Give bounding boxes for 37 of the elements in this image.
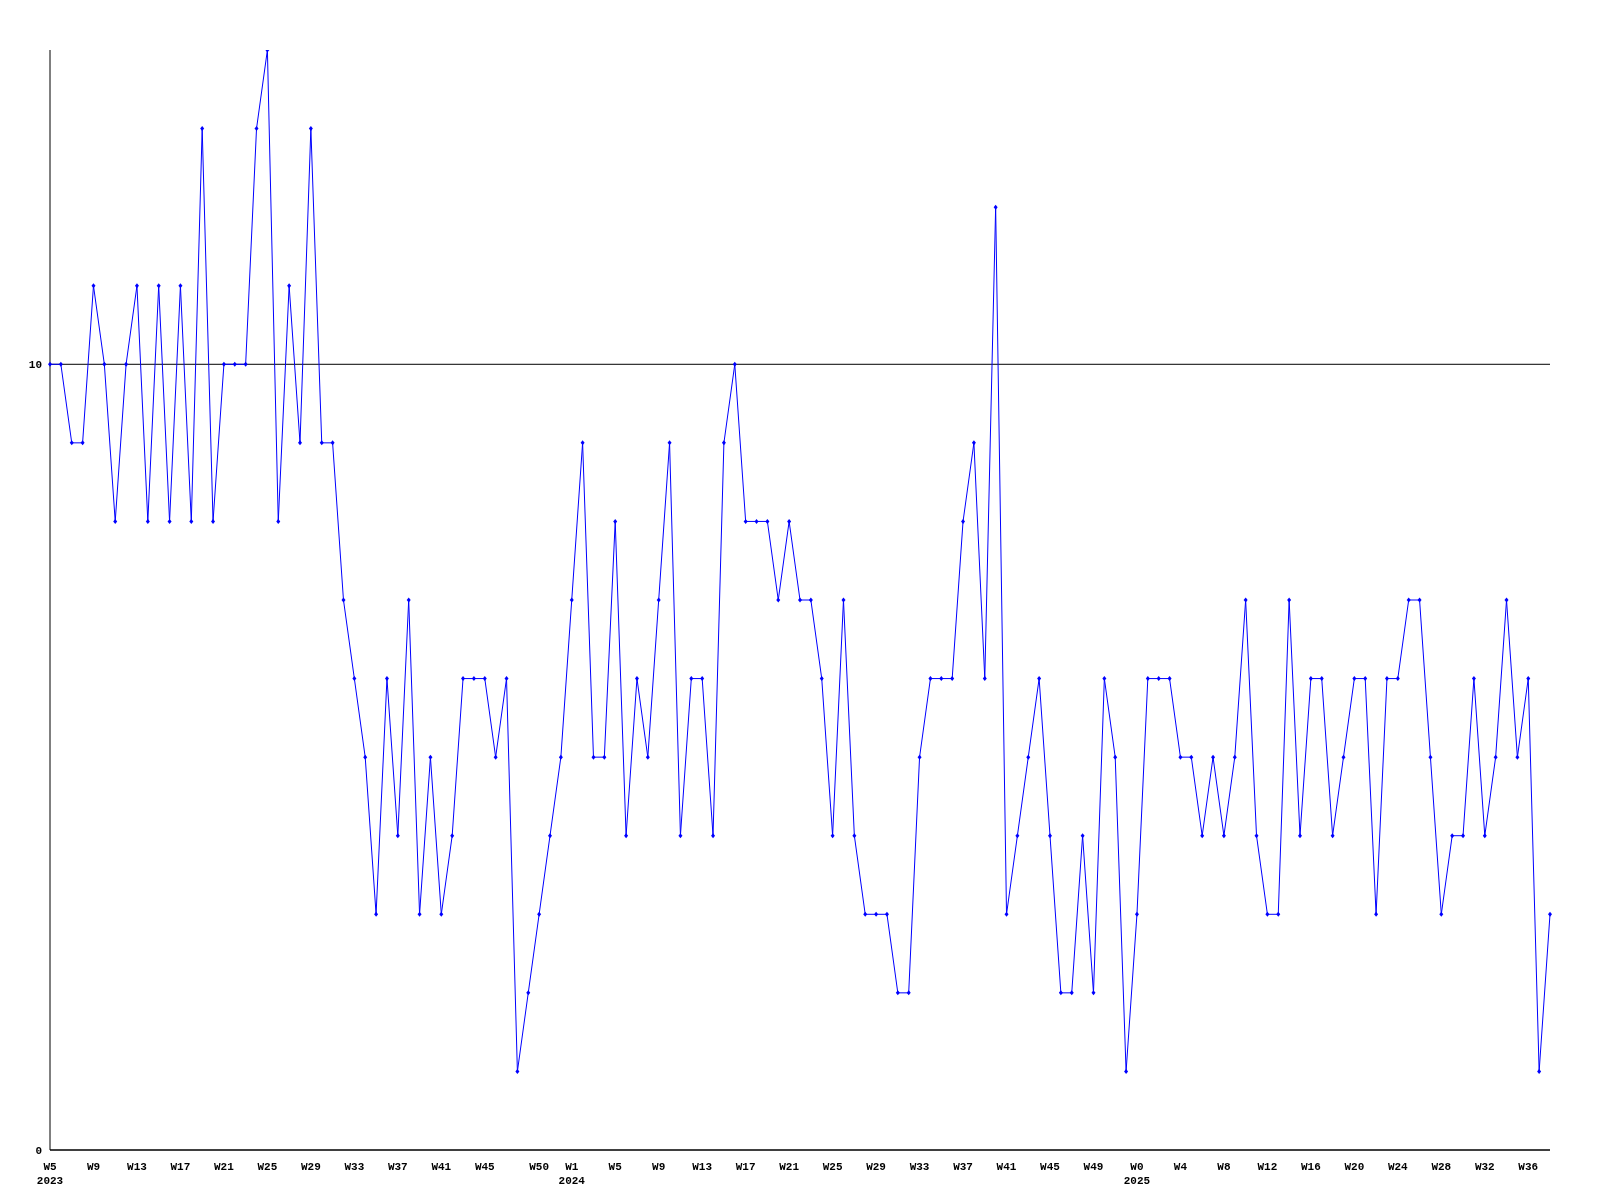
x-tick-label: W25 bbox=[822, 1161, 843, 1173]
x-tick-label: W1 2024 bbox=[558, 1161, 586, 1187]
y-tick-label: 0 bbox=[35, 1144, 42, 1157]
x-tick-label: W4 bbox=[1173, 1161, 1188, 1173]
y-tick-label: 10 bbox=[28, 359, 42, 372]
x-tick-label: W37 bbox=[953, 1161, 973, 1173]
x-tick-label: W9 bbox=[652, 1161, 666, 1173]
x-tick-label: W21 bbox=[214, 1161, 235, 1173]
x-tick-label: W45 bbox=[474, 1161, 496, 1173]
x-tick-label: W5 2023 bbox=[36, 1161, 64, 1187]
x-tick-label: W28 bbox=[1431, 1161, 1452, 1173]
x-tick-label: W50 bbox=[529, 1161, 550, 1173]
x-tick-label: W21 bbox=[779, 1161, 800, 1173]
x-tick-label: W13 bbox=[692, 1161, 713, 1173]
x-tick-label: W8 bbox=[1217, 1161, 1231, 1173]
x-tick-label: W32 bbox=[1474, 1161, 1495, 1173]
x-tick-label: W17 bbox=[735, 1161, 756, 1173]
x-tick-label: W25 bbox=[257, 1161, 278, 1173]
x-tick-label: W41 bbox=[431, 1161, 452, 1173]
x-tick-label: W29 bbox=[300, 1161, 321, 1173]
x-tick-label: W0 2025 bbox=[1123, 1161, 1151, 1187]
x-tick-label: W41 bbox=[996, 1161, 1017, 1173]
x-tick-label: W5 bbox=[608, 1161, 623, 1173]
x-tick-label: W37 bbox=[387, 1161, 408, 1173]
x-tick-label: W36 bbox=[1518, 1161, 1539, 1173]
x-tick-label: W29 bbox=[866, 1161, 886, 1173]
x-tick-label: W24 bbox=[1387, 1161, 1409, 1173]
x-tick-label: W17 bbox=[170, 1161, 191, 1173]
x-tick-label: W16 bbox=[1300, 1161, 1321, 1173]
x-tick-label: W20 bbox=[1344, 1161, 1365, 1173]
x-tick-label: W33 bbox=[909, 1161, 930, 1173]
x-tick-label: W12 bbox=[1257, 1161, 1278, 1173]
x-tick-label: W49 bbox=[1083, 1161, 1104, 1173]
x-tick-label: W33 bbox=[344, 1161, 365, 1173]
x-tick-label: W45 bbox=[1040, 1161, 1061, 1173]
x-tick-label: W9 bbox=[86, 1161, 101, 1173]
x-tick-label: W13 bbox=[127, 1161, 148, 1173]
